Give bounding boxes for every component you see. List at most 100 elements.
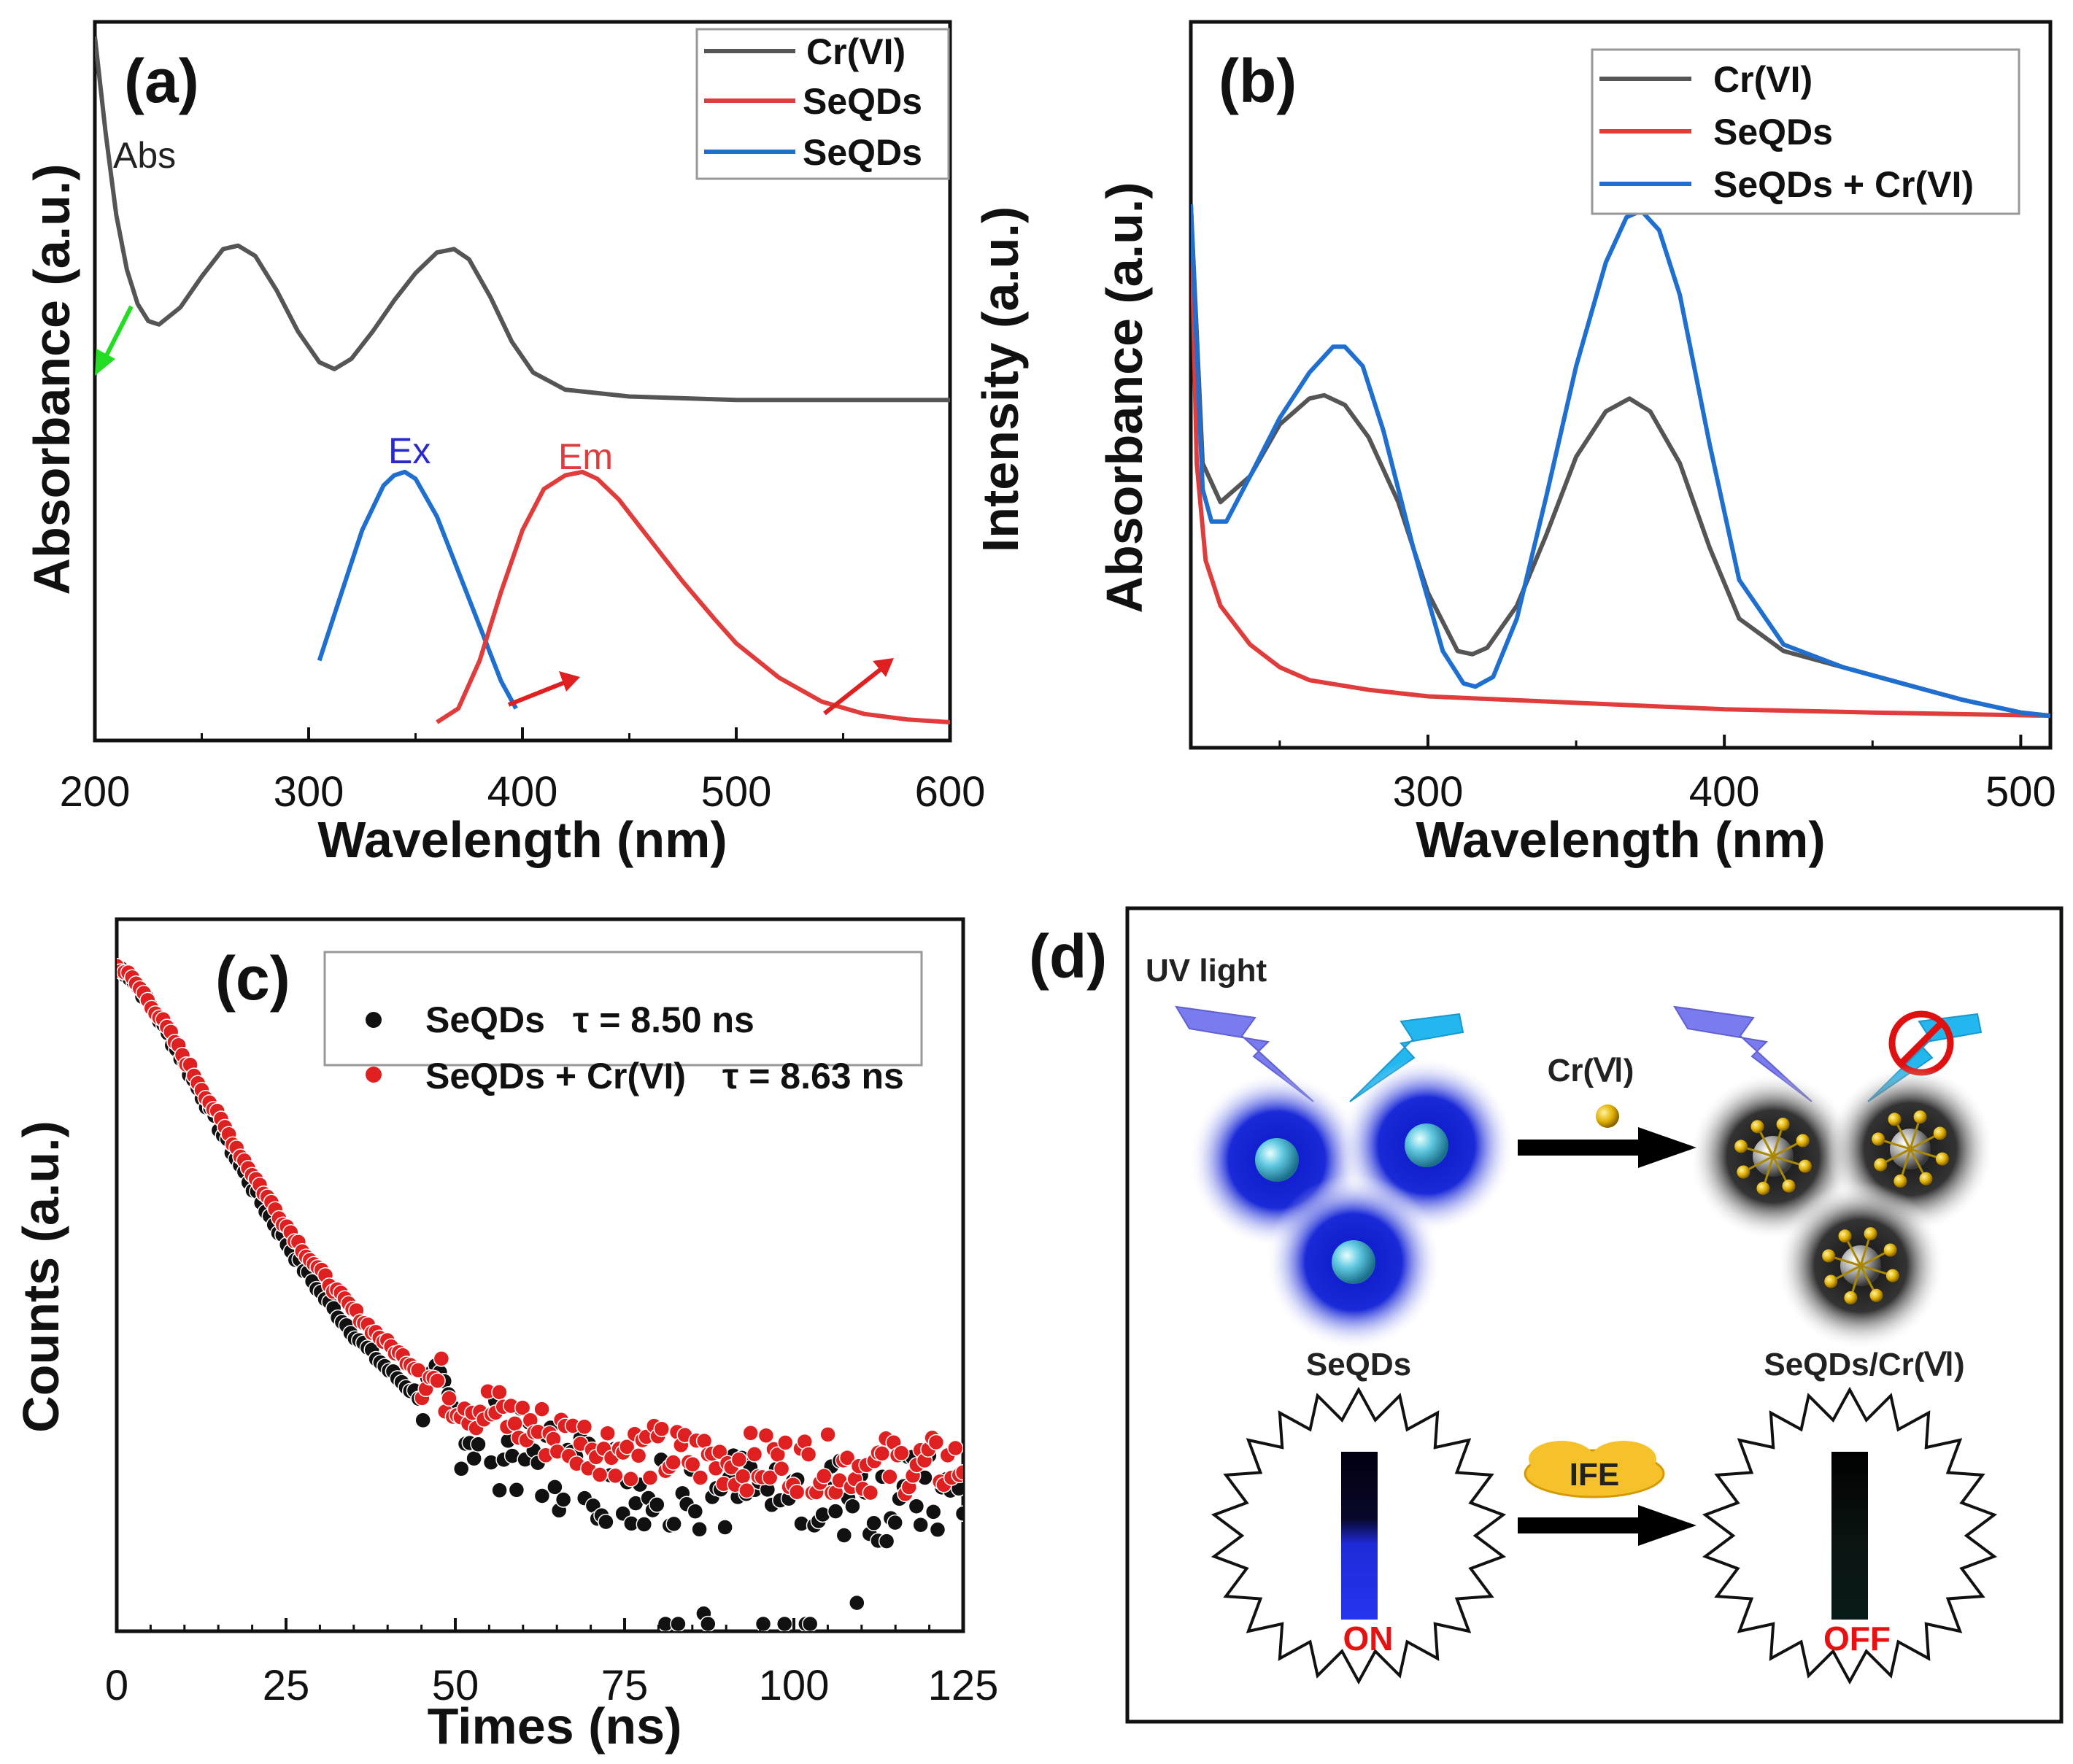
legend-entry: Cr(VI) [806,31,906,72]
legend-entry: Cr(VI) [1713,59,1813,100]
crvi-ion-icon [1883,1243,1897,1257]
data-point-seqds [547,1479,563,1496]
data-point-seqds-crvi [665,1454,682,1471]
legend-entry: SeQDs [425,999,545,1040]
x-tick-label: 400 [1689,768,1760,816]
data-point-seqds-crvi [746,1446,763,1463]
data-point-seqds-crvi [433,1350,450,1367]
crvi-ion-icon [1913,1110,1927,1124]
crvi-ion-icon [1756,1181,1770,1195]
panel-a-x-ticks: 200 300 400 500 600 [60,727,986,816]
ife-label: IFE [1570,1457,1619,1493]
panel-b-legend: Cr(VI) SeQDs SeQDs + Cr(VI) [1591,48,2020,215]
crvi-ion-icon [1824,1274,1838,1288]
data-point-seqds-crvi [927,1434,945,1451]
data-point-seqds-crvi [607,1467,624,1485]
vial-off-icon [1831,1452,1868,1620]
crvi-ion-icon [1919,1172,1933,1185]
data-point-seqds [717,1519,733,1536]
crvi-ion-icon [1935,1152,1949,1166]
data-point-seqds-crvi [622,1471,639,1488]
data-point-seqds-crvi [761,1469,779,1486]
x-tick-label: 600 [915,768,986,816]
legend-entry: SeQDs [1713,112,1833,152]
ife-cloud-icon [1524,1441,1665,1498]
data-point-seqds-crvi [800,1446,817,1463]
data-point-seqds [670,1615,687,1631]
data-point-seqds [555,1491,572,1508]
data-point-seqds-crvi [757,1427,775,1444]
seqds-crvi-label: SeQDs/Cr(Ⅵ) [1764,1347,1964,1382]
arrow-right-icon [1518,1505,1696,1546]
data-point-seqds [691,1521,708,1538]
x-tick-label: 300 [274,768,344,816]
data-point-seqds-crvi [788,1483,806,1501]
crvi-ion-icon [1796,1134,1810,1148]
data-point-seqds-crvi [630,1447,647,1464]
data-point-seqds [844,1498,861,1515]
panel-b-x-ticks: 300 400 500 [1278,735,2056,816]
data-point-seqds-crvi [862,1484,879,1501]
series-line-1 [317,469,518,710]
legend-entry: SeQDs [803,81,922,122]
data-point-seqds [878,1533,895,1550]
crvi-ion-icon [1822,1249,1836,1263]
data-point-seqds [827,1503,844,1520]
data-point-seqds [865,1515,882,1532]
crvi-ion-icon [1885,1269,1899,1283]
data-point-seqds-crvi [742,1425,759,1442]
data-point-seqds-crvi [881,1468,898,1485]
panel-b-x-label: Wavelength (nm) [1416,811,1825,868]
series-line-2 [436,469,950,724]
panel-c-x-ticks: 0 25 50 75 100 125 [105,1618,998,1709]
panel-d: (d) UV light SeQDs Cr(Ⅵ) SeQDs/ [1029,906,2064,1724]
panel-b: 300 400 500 (b) Cr(VI) SeQDs SeQDs + Cr(VI… [1096,20,2056,868]
crvi-ion-icon [1750,1120,1764,1134]
data-point-seqds-crvi [819,1426,836,1443]
x-tick-label: 25 [263,1662,310,1709]
data-point-seqds [754,1615,772,1631]
data-point-seqds-crvi [599,1425,616,1442]
data-point-seqds-crvi [533,1401,550,1417]
data-point-seqds-crvi [838,1450,856,1466]
x-tick-label: 300 [1393,768,1464,816]
data-point-seqds-crvi [641,1469,659,1486]
data-point-seqds [533,1488,551,1504]
data-point-seqds-crvi [734,1468,752,1485]
off-label: OFF [1823,1620,1891,1657]
data-point-seqds-crvi [441,1390,458,1407]
x-tick-label: 400 [487,768,558,816]
data-point-seqds [598,1513,614,1531]
crvi-ion-icon [1933,1126,1947,1140]
panel-d-letter: (d) [1029,922,1107,991]
data-point-seqds-crvi [684,1456,701,1473]
data-point-seqds-crvi [773,1461,790,1477]
x-tick-label: 0 [105,1662,128,1709]
data-point-seqds-crvi [429,1372,446,1389]
seqds-label: SeQDs [1306,1347,1411,1382]
x-tick-label: 500 [701,768,772,816]
crvi-ion-icon [1844,1291,1858,1304]
panel-d-frame [1125,906,2064,1724]
panel-b-y-label: Absorbance (a.u.) [1096,182,1153,613]
crvi-ion-icon [1734,1140,1748,1153]
data-point-seqds [665,1515,682,1533]
data-point-seqds [466,1450,482,1467]
crvi-ion-icon [1798,1159,1812,1173]
data-point-seqds-crvi [653,1420,671,1437]
panel-b-frame [1189,20,2053,750]
data-point-seqds [491,1482,508,1499]
data-point-seqds-crvi [816,1468,833,1485]
on-label: ON [1343,1620,1394,1657]
data-point-seqds-crvi [506,1415,523,1432]
crvi-ion-icon [1776,1118,1790,1131]
x-tick-label: 75 [601,1662,649,1709]
data-point-seqds-crvi [514,1399,531,1416]
data-point-seqds [912,1516,929,1533]
green-arrow-icon [95,305,134,376]
panel-c-legend: SeQDs τ = 8.50 ns SeQDs + Cr(VI) τ = 8.6… [323,951,923,1096]
data-point-seqds [929,1521,946,1539]
panel-c-x-label: Times (ns) [428,1698,682,1755]
data-point-seqds-crvi [873,1445,891,1462]
data-point-seqds [636,1516,653,1533]
